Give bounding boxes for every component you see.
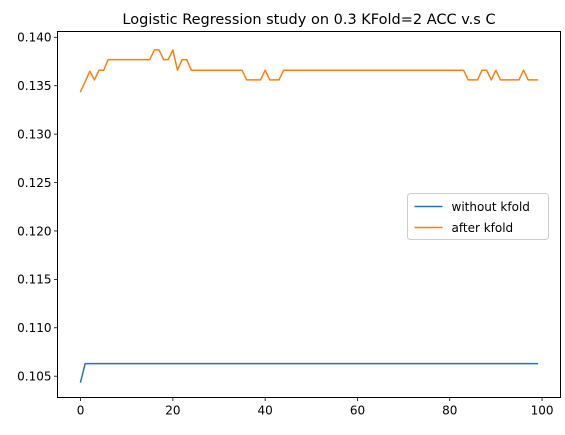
y-tick-label: 0.110 [17,321,51,335]
chart-title: Logistic Regression study on 0.3 KFold=2… [122,12,495,28]
x-tick-label: 60 [350,404,365,418]
series-line-2 [79,49,539,93]
plot-frame [57,31,561,398]
x-tick-label: 0 [77,404,85,418]
plot-lines [79,49,539,383]
legend-label-2: after kfold [452,221,514,235]
y-tick-label: 0.140 [17,31,51,45]
y-tick-label: 0.130 [17,127,51,141]
y-tick-label: 0.125 [17,176,51,190]
y-tick-label: 0.105 [17,369,51,383]
legend-box [407,193,549,240]
y-axis: 0.105 0.110 0.115 0.120 0.125 0.130 0.135 0.140 [17,31,58,383]
x-tick-label: 80 [442,404,457,418]
series-line-1 [79,362,539,383]
y-tick-label: 0.135 [17,79,51,93]
y-tick-label: 0.120 [17,224,51,238]
x-tick-label: 40 [258,404,273,418]
x-tick-label: 100 [531,404,554,418]
x-tick-label: 20 [165,404,180,418]
legend-label-1: without kfold [452,200,530,214]
legend: without kfold after kfold [407,193,549,240]
x-axis: 0 20 40 60 80 100 [77,397,554,418]
y-tick-label: 0.115 [17,273,51,287]
